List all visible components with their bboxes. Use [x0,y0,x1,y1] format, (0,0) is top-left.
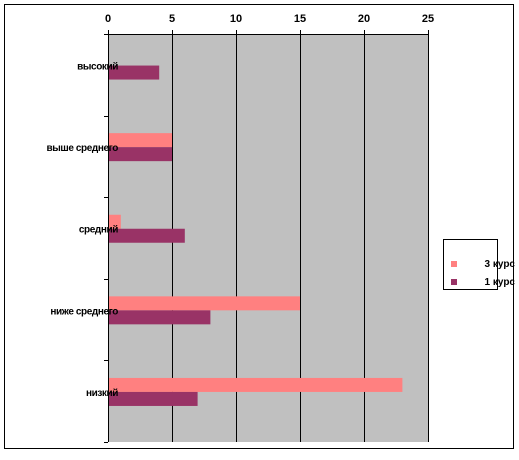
bar-1-курс [109,147,172,162]
x-tick-label: 5 [169,13,175,25]
x-tick-label: 10 [230,13,242,25]
legend-marker [451,279,457,285]
category-label: выше среднего [47,143,119,154]
bar-1-курс [109,391,198,406]
bar-1-курс [109,310,211,325]
bars [109,65,403,406]
bar-1-курс [109,65,160,80]
category-label: высокий [77,62,118,73]
bar-3-курс [109,377,403,392]
x-tick-labels: 0 5 10 15 20 25 [105,13,434,25]
category-labels: высокий выше среднего средний ниже среднего… [47,62,119,399]
x-tick-label: 15 [294,13,306,25]
category-label: средний [79,225,118,236]
x-tick-label: 25 [422,13,434,25]
category-label: низкий [86,388,118,399]
legend-label: 1 курс [485,277,516,288]
category-label: ниже среднего [50,306,118,317]
bar-3-курс [109,296,300,311]
bar-1-курс [109,228,185,243]
legend-label: 3 курс [485,259,516,270]
legend: 3 курс 1 курс [443,239,516,290]
x-tick-label: 20 [358,13,370,25]
bar-3-курс [109,214,121,229]
axes [104,34,428,443]
x-tick-label: 0 [105,13,111,25]
bar-3-курс [109,133,172,148]
legend-marker [451,261,457,267]
